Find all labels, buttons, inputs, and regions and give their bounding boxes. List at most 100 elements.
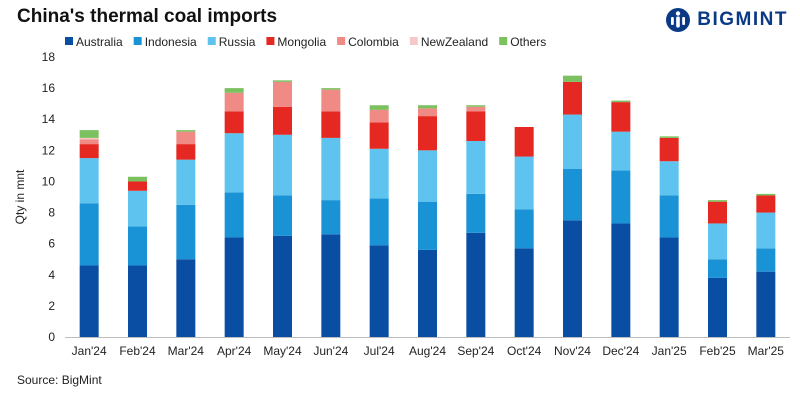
y-tick-label: 0 [48, 330, 55, 344]
bar-segment-indonesia [611, 170, 631, 224]
legend-swatch-others [499, 37, 508, 45]
bar-segment-russia [563, 114, 582, 169]
x-tick-label: Mar'25 [748, 344, 785, 358]
bar-segment-russia [514, 156, 534, 210]
bar-segment-indonesia [708, 259, 727, 278]
legend-swatch-indonesia [133, 37, 142, 45]
bar-segment-newzealand [79, 137, 99, 140]
bar-segment-mongolia [708, 201, 727, 224]
x-tick-label: Feb'24 [119, 344, 156, 358]
bar-segment-mongolia [176, 144, 196, 160]
x-tick-label: Nov'24 [554, 344, 591, 358]
bar-segment-mongolia [563, 81, 582, 115]
bar-segment-colombia [176, 131, 196, 145]
bar-segment-others [321, 88, 341, 90]
chart-title: China's thermal coal imports [17, 6, 278, 27]
y-tick-label: 18 [42, 50, 56, 64]
y-tick-label: 12 [42, 143, 56, 157]
bar-segment-russia [756, 212, 776, 249]
legend-label-indonesia: Indonesia [145, 35, 197, 49]
bar-segment-others [176, 130, 196, 132]
bar-segment-russia [79, 158, 99, 204]
legend-swatch-russia [207, 37, 216, 45]
legend-label-colombia: Colombia [348, 35, 399, 49]
bar-segment-others [418, 105, 437, 109]
bar-segment-mongolia [79, 144, 99, 159]
legend-label-russia: Russia [219, 35, 256, 49]
bar-segment-mongolia [418, 116, 437, 151]
legend-label-newzealand: NewZealand [421, 35, 488, 49]
bar-segment-australia [514, 248, 534, 337]
bar-segment-indonesia [563, 169, 582, 221]
bar-segment-indonesia [128, 226, 147, 266]
bar-segment-indonesia [321, 200, 341, 235]
bar-segment-australia [466, 232, 486, 337]
brand-logo: BIGMINT [665, 6, 788, 34]
bar-segment-others [756, 193, 776, 196]
bar-segment-indonesia [659, 195, 679, 238]
bar-segment-australia [611, 223, 631, 337]
legend-swatch-mongolia [266, 37, 275, 45]
bar-segment-russia [418, 150, 437, 202]
bar-segment-australia [563, 220, 582, 337]
legend-label-australia: Australia [76, 35, 123, 49]
bar-segment-indonesia [369, 198, 389, 246]
bar-segment-indonesia [756, 248, 776, 272]
y-tick-label: 14 [42, 112, 56, 126]
bar-segment-australia [659, 237, 679, 337]
bar-segment-others [708, 200, 727, 202]
bar-segment-others [659, 136, 679, 138]
bar-segment-indonesia [79, 203, 99, 266]
bar-segment-russia [128, 190, 147, 227]
bar-segment-russia [611, 131, 631, 171]
y-tick-label: 6 [48, 237, 55, 251]
bar-segment-others [611, 100, 631, 103]
bar-segment-russia [273, 134, 292, 196]
bar-segment-australia [418, 249, 437, 337]
legend-swatch-australia [65, 37, 73, 45]
bar-segment-australia [79, 265, 99, 337]
x-tick-label: Oct'24 [507, 344, 542, 358]
x-tick-label: Apr'24 [217, 344, 252, 358]
bar-segment-colombia [224, 92, 244, 112]
legend-swatch-newzealand [409, 37, 418, 45]
bar-segment-australia [708, 277, 727, 337]
bar-segment-australia [176, 259, 196, 337]
bar-segment-russia [321, 137, 341, 201]
legend-label-mongolia: Mongolia [277, 35, 326, 49]
x-tick-label: Sep'24 [457, 344, 494, 358]
x-tick-label: Jan'25 [652, 344, 687, 358]
bar-segment-mongolia [128, 181, 147, 191]
bar-segment-australia [273, 235, 292, 337]
bar-segment-mongolia [273, 106, 292, 135]
bar-segment-mongolia [321, 111, 341, 138]
bar-segment-colombia [321, 89, 341, 112]
bar-segment-colombia [418, 108, 437, 117]
bar-segment-colombia [369, 109, 389, 123]
bar-segment-indonesia [176, 204, 196, 260]
bar-segment-indonesia [514, 209, 534, 249]
bar-segment-mongolia [659, 137, 679, 162]
bar-segment-russia [659, 161, 679, 196]
bar-segment-indonesia [418, 201, 437, 250]
y-tick-label: 4 [48, 268, 55, 282]
y-tick-label: 2 [48, 299, 55, 313]
bar-segment-others [224, 88, 244, 93]
legend-label-others: Others [510, 35, 546, 49]
bar-segment-russia [369, 148, 389, 199]
source-note: Source: BigMint [17, 373, 102, 387]
x-tick-label: Dec'24 [602, 344, 639, 358]
y-tick-label: 10 [42, 174, 56, 188]
bar-segment-others [128, 176, 147, 182]
bar-segment-others [563, 75, 582, 82]
x-tick-label: Mar'24 [168, 344, 205, 358]
x-tick-label: Aug'24 [409, 344, 446, 358]
x-tick-label: Jan'24 [72, 344, 107, 358]
x-tick-label: May'24 [263, 344, 302, 358]
bar-segment-mongolia [611, 102, 631, 132]
y-axis-title: Qty in mnt [13, 169, 27, 224]
bar-segment-indonesia [224, 192, 244, 238]
bar-segment-australia [369, 245, 389, 337]
bar-segment-mongolia [224, 111, 244, 134]
bar-segment-others [466, 105, 486, 107]
